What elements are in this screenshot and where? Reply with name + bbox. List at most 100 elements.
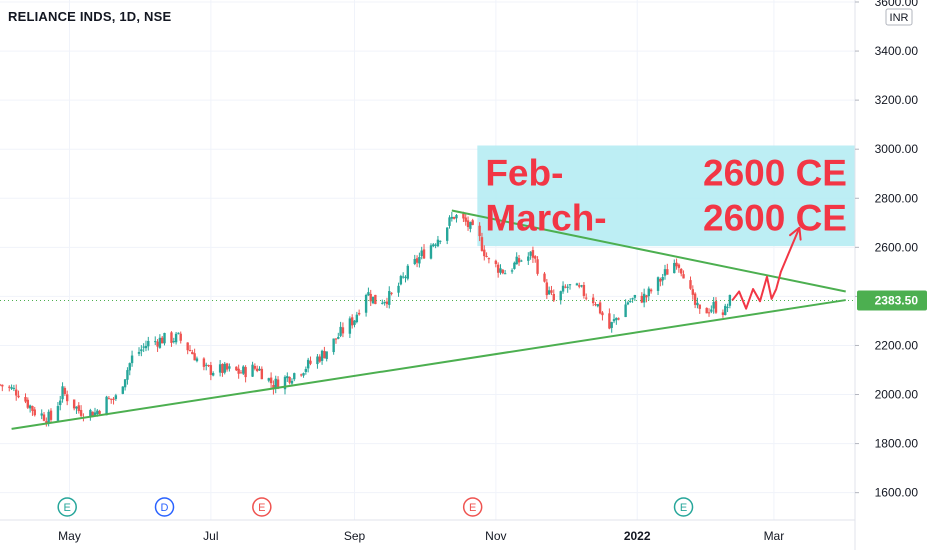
candle-body	[585, 297, 588, 299]
candle-body	[205, 364, 208, 366]
candle-body	[191, 351, 194, 355]
candle-body	[598, 302, 602, 314]
candle-body	[137, 351, 141, 354]
candle-body	[728, 294, 732, 306]
candle-body	[33, 409, 36, 416]
event-marker-earnings[interactable]: E	[252, 497, 272, 517]
candle-body	[316, 356, 319, 365]
candle-body	[174, 333, 178, 343]
annotation-line2-left: March-	[485, 198, 606, 239]
candle-body	[59, 400, 62, 406]
candle-body	[318, 356, 321, 362]
candle-body	[1, 384, 4, 387]
candle-body	[91, 411, 94, 418]
candle-body	[49, 410, 53, 420]
event-marker-earnings[interactable]: E	[673, 497, 694, 517]
event-marker-symbol: E	[258, 502, 265, 514]
candle-body	[561, 285, 565, 292]
candle-body	[682, 274, 685, 279]
candle-body	[337, 336, 340, 339]
y-tick-label: 3000.00	[875, 142, 919, 156]
candle-body	[300, 374, 303, 376]
candle-body	[302, 373, 305, 376]
candle-body	[186, 342, 189, 351]
symbol-title[interactable]: RELIANCE INDS, 1D, NSE	[8, 9, 172, 24]
annotation-line2-right: 2600 CE	[703, 198, 847, 239]
candle-body	[415, 258, 419, 263]
candle-body	[464, 217, 467, 222]
event-marker-dividend[interactable]: D	[154, 497, 175, 517]
candle-body	[348, 318, 352, 334]
candle-body	[534, 256, 537, 259]
x-tick-label: May	[58, 529, 81, 543]
candle-body	[304, 369, 308, 372]
candle-body	[615, 317, 618, 321]
candle-body	[26, 399, 30, 408]
candle-body	[413, 259, 416, 265]
candle-body	[172, 341, 175, 343]
annotation-line1-left: Feb-	[485, 153, 563, 194]
candle-body	[432, 244, 435, 247]
candle-body	[253, 365, 257, 369]
candle-body	[355, 314, 359, 323]
candle-body	[179, 333, 182, 341]
candle-body	[448, 217, 451, 226]
candle-body	[223, 363, 226, 373]
candle-body	[154, 341, 157, 343]
candle-body	[126, 370, 129, 380]
candle-body	[696, 302, 699, 306]
event-marker-symbol: E	[680, 502, 687, 514]
candle-body	[406, 265, 410, 279]
event-marker-earnings[interactable]: E	[57, 497, 77, 517]
candle-body	[93, 412, 97, 416]
candle-body	[0, 384, 2, 386]
candle-body	[529, 251, 532, 256]
candle-body	[24, 397, 27, 402]
candle-body	[610, 322, 613, 328]
candle-body	[499, 268, 502, 273]
candle-body	[383, 301, 386, 303]
price-scale[interactable]	[855, 0, 932, 550]
candle-body	[659, 279, 662, 282]
currency-badge[interactable]	[885, 8, 913, 26]
candle-body	[517, 258, 521, 263]
candle-body	[536, 259, 539, 274]
projection-arrowhead	[789, 226, 802, 241]
candle-body	[309, 360, 312, 364]
candle-body	[673, 262, 676, 274]
candle-body	[726, 306, 729, 308]
candle-body	[272, 384, 275, 390]
candle-body	[478, 225, 481, 237]
candle-body	[401, 276, 405, 278]
candle-body	[17, 395, 20, 398]
candle-body	[661, 277, 664, 281]
event-marker-earnings[interactable]: E	[462, 497, 483, 517]
projection-path[interactable]	[731, 227, 801, 310]
candle-body	[276, 379, 280, 389]
candle-body	[123, 379, 127, 388]
candle-body	[397, 285, 400, 293]
y-tick-label: 2000.00	[875, 388, 919, 402]
candle-body	[429, 245, 433, 259]
support-trendline[interactable]	[11, 299, 846, 430]
candle-body	[61, 386, 64, 400]
candle-body	[202, 358, 206, 367]
candle-body	[385, 301, 389, 305]
candle-body	[633, 294, 637, 298]
candle-body	[283, 376, 287, 390]
candle-body	[494, 260, 498, 264]
candle-body	[675, 262, 678, 267]
candle-body	[712, 302, 715, 309]
candle-body	[608, 313, 611, 329]
candle-body	[56, 406, 60, 421]
candle-body	[705, 307, 708, 314]
candle-body	[195, 358, 199, 362]
candle-body	[550, 290, 553, 293]
candle-body	[293, 373, 296, 380]
currency-label: INR	[890, 12, 909, 24]
candle-body	[42, 414, 46, 421]
candle-body	[483, 249, 486, 257]
candle-body	[163, 332, 166, 344]
